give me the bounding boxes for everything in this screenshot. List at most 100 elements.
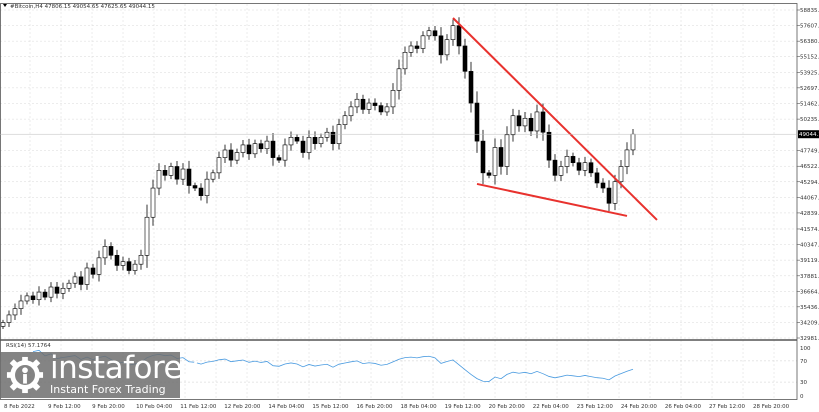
candle xyxy=(624,149,630,167)
candle xyxy=(246,144,252,155)
candle xyxy=(300,140,306,153)
y-tick-label: 40347.10 xyxy=(800,243,819,249)
candle xyxy=(258,143,264,150)
candle xyxy=(402,52,408,70)
chart-frame xyxy=(0,3,798,400)
candle xyxy=(540,111,546,133)
x-tick-label: 9 Feb 12:00 xyxy=(48,404,81,410)
trendline xyxy=(476,182,628,217)
candle xyxy=(306,137,312,153)
candle xyxy=(216,157,222,174)
candle xyxy=(144,216,150,256)
candle xyxy=(480,140,486,174)
y-tick-label: 32981.50 xyxy=(800,336,819,342)
candle xyxy=(516,115,522,127)
y-tick-label: 36664.30 xyxy=(800,289,819,295)
candle xyxy=(222,149,228,158)
candle xyxy=(192,185,198,189)
x-tick-label: 22 Feb 04:00 xyxy=(533,404,570,410)
candle xyxy=(576,162,582,171)
candle xyxy=(354,98,360,108)
candle xyxy=(462,45,468,72)
y-tick-label: 39119.50 xyxy=(800,258,819,264)
candle xyxy=(420,35,426,49)
candle xyxy=(114,255,120,266)
x-tick-label: 8 Feb 2022 xyxy=(4,404,35,410)
rsi-tick-label: 100 xyxy=(800,346,811,352)
candle xyxy=(456,25,462,47)
candle xyxy=(66,282,72,289)
candle xyxy=(18,300,24,309)
candle xyxy=(318,137,324,144)
x-tick-label: 28 Feb 20:00 xyxy=(753,404,790,410)
candle xyxy=(240,144,246,153)
candle xyxy=(6,314,12,323)
chart-title: #Bitcoin,H4 47806.15 49054.65 47625.65 4… xyxy=(10,4,155,10)
candle xyxy=(330,131,336,144)
candle xyxy=(162,169,168,176)
candle xyxy=(618,166,624,183)
y-tick-label: 46522.30 xyxy=(800,164,819,170)
candle xyxy=(360,98,366,110)
x-tick-label: 14 Feb 04:00 xyxy=(268,404,305,410)
current-price-label: 49044.15 xyxy=(799,132,819,138)
candle xyxy=(36,291,42,301)
candle xyxy=(498,147,504,167)
candle xyxy=(198,187,204,196)
trendlines xyxy=(452,17,658,221)
candle xyxy=(234,152,240,161)
y-tick-label: 58835.10 xyxy=(800,8,819,14)
candle xyxy=(270,140,276,158)
y-tick-label: 52697.50 xyxy=(800,86,819,92)
candle xyxy=(486,172,492,176)
dropdown-icon[interactable] xyxy=(3,4,7,7)
candle xyxy=(252,143,258,155)
candle xyxy=(630,133,636,151)
y-tick-label: 55152.70 xyxy=(800,55,819,61)
candle xyxy=(138,255,144,265)
candle xyxy=(396,68,402,91)
candle xyxy=(78,276,84,285)
candle xyxy=(612,181,618,204)
gear-logo-icon xyxy=(6,356,44,394)
x-tick-label: 27 Feb 12:00 xyxy=(709,404,746,410)
y-tick-label: 37881.90 xyxy=(800,274,819,280)
candle xyxy=(390,90,396,108)
candle xyxy=(228,149,234,161)
candle xyxy=(150,187,156,218)
candle xyxy=(126,261,132,271)
candle xyxy=(156,169,162,189)
y-tick-label: 44067.10 xyxy=(800,195,819,201)
candle xyxy=(606,187,612,204)
candle xyxy=(594,172,600,184)
candle xyxy=(0,322,6,327)
candle xyxy=(102,246,108,259)
x-tick-label: 23 Feb 12:00 xyxy=(577,404,614,410)
candle xyxy=(120,261,126,266)
candle xyxy=(372,102,378,106)
candle xyxy=(54,286,60,294)
y-tick-label: 45294.70 xyxy=(800,180,819,186)
candle xyxy=(378,105,384,113)
candle xyxy=(294,137,300,142)
candle xyxy=(348,106,354,117)
x-tick-label: 20 Feb 20:00 xyxy=(489,404,526,410)
candle xyxy=(492,147,498,176)
instaforex-watermark: instaforex Instant Forex Trading xyxy=(0,350,200,398)
x-tick-label: 26 Feb 04:00 xyxy=(665,404,702,410)
y-tick-label: 34209.10 xyxy=(800,320,819,326)
x-tick-label: 12 Feb 20:00 xyxy=(224,404,261,410)
candle xyxy=(174,166,180,180)
candle xyxy=(60,287,66,294)
candle xyxy=(504,134,510,167)
current-price-box xyxy=(798,130,819,139)
candle xyxy=(546,131,552,161)
candle xyxy=(186,168,192,186)
candle xyxy=(588,162,594,174)
candle xyxy=(42,291,48,298)
y-tick-label: 42839.50 xyxy=(800,211,819,217)
x-tick-label: 24 Feb 20:00 xyxy=(621,404,658,410)
candle xyxy=(522,117,528,127)
rsi-label: RSI(14) 57.1764 xyxy=(6,343,51,349)
